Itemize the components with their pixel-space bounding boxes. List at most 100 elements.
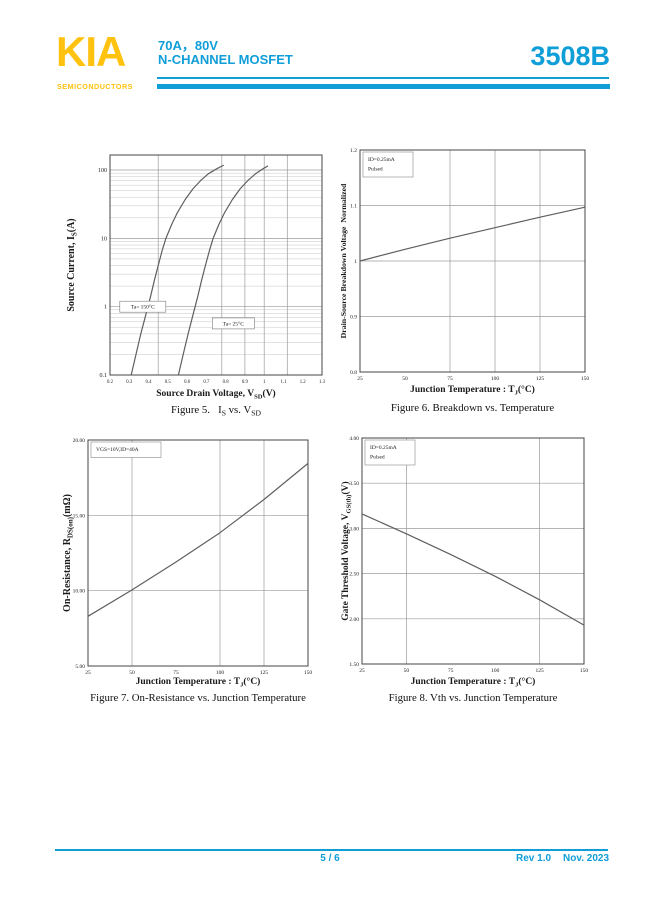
x-tick-label: 0.2 bbox=[107, 380, 114, 385]
curve-label-box bbox=[212, 317, 255, 330]
fig5-plot: Ta= 150°C Ta= 25°C 0.2 0.3 0.4 0.5 0.6 0.7 0.8 0.… bbox=[66, 154, 326, 418]
y-tick-label: 100 bbox=[98, 168, 107, 174]
x-tick-label: 150 bbox=[304, 670, 313, 676]
x-tick-label: 75 bbox=[447, 376, 453, 382]
fig5-series-0 bbox=[130, 164, 224, 376]
x-tick-label: 0.4 bbox=[146, 380, 153, 385]
fig7-caption: Figure 7. On-Resistance vs. Junction Tem… bbox=[90, 692, 306, 704]
fig6-caption: Figure 6. Breakdown vs. Temperature bbox=[391, 402, 555, 414]
x-tick-label: 125 bbox=[535, 668, 544, 674]
revision-info: Rev 1.0 Nov. 2023 bbox=[400, 853, 609, 864]
header-rule-thick bbox=[157, 84, 610, 89]
fig8-series-0 bbox=[361, 513, 585, 626]
fig5-xlabel: Source Drain Voltage, VSD(V) bbox=[156, 388, 275, 400]
plot-frame bbox=[361, 437, 585, 665]
y-tick-label: 5.00 bbox=[75, 664, 85, 670]
x-tick-label: 75 bbox=[173, 670, 179, 676]
x-tick-label: 150 bbox=[581, 376, 590, 382]
fig8-xlabel: Junction Temperature : TJ(°C) bbox=[411, 676, 536, 688]
y-tick-label: 1.1 bbox=[350, 204, 357, 210]
x-tick-label: 125 bbox=[260, 670, 269, 676]
x-tick-label: 50 bbox=[402, 376, 408, 382]
x-tick-label: 1.3 bbox=[319, 380, 326, 385]
footer-rule bbox=[55, 849, 608, 851]
x-tick-label: 100 bbox=[216, 670, 225, 676]
fig6-series-0 bbox=[359, 206, 586, 262]
x-tick-label: 0.9 bbox=[242, 380, 249, 385]
plot-frame bbox=[87, 439, 309, 667]
revision-label: Rev 1.0 bbox=[516, 853, 552, 864]
fig7-ylabel: On-Resistance, RDS(on)(mΩ) bbox=[62, 494, 75, 612]
fig6-xlabel: Junction Temperature : TJ(°C) bbox=[410, 384, 535, 396]
x-tick-label: 100 bbox=[491, 668, 500, 674]
fig8-ylabel: Gate Threshold Voltage, VGS(th)(V) bbox=[340, 481, 352, 620]
part-number: 3508B bbox=[530, 41, 610, 71]
x-tick-label: 75 bbox=[448, 668, 454, 674]
revision-date: Nov. 2023 bbox=[563, 853, 609, 864]
fig8-caption: Figure 8. Vth vs. Junction Temperature bbox=[389, 692, 558, 704]
device-rating: 70A，80V bbox=[158, 38, 218, 53]
x-tick-label: 0.5 bbox=[165, 380, 172, 385]
fig7-series-0 bbox=[87, 462, 309, 617]
legend-box bbox=[90, 441, 162, 458]
y-tick-label: 1.50 bbox=[349, 662, 359, 668]
page-number: 5 / 6 bbox=[320, 853, 340, 864]
x-tick-label: 1.1 bbox=[281, 380, 288, 385]
fig6-ylabel: Drain-Source Breakdown Voltage Normalize… bbox=[339, 183, 348, 338]
legend-box bbox=[364, 439, 416, 466]
x-tick-label: 25 bbox=[359, 668, 365, 674]
y-tick-label: 1 bbox=[104, 305, 107, 311]
y-tick-label: 1.2 bbox=[350, 148, 357, 154]
fig5-caption: Figure 5. IS vs. VSD bbox=[171, 404, 261, 418]
x-tick-label: 125 bbox=[536, 376, 545, 382]
y-tick-label: 4.00 bbox=[349, 436, 359, 442]
device-type: N-CHANNEL MOSFET bbox=[158, 52, 293, 67]
x-tick-label: 150 bbox=[580, 668, 589, 674]
figure-5-is-vs-vsd-chart: Ta= 150°C Ta= 25°C 0.2 0.3 0.4 0.5 0.6 0.7 0.8 0.… bbox=[58, 130, 343, 426]
x-tick-label: 50 bbox=[404, 668, 410, 674]
header-rule-thin bbox=[157, 77, 609, 79]
y-tick-label: 3.00 bbox=[349, 526, 359, 532]
y-tick-label: 2.50 bbox=[349, 572, 359, 578]
y-tick-label: 0.8 bbox=[350, 370, 357, 376]
figure-7-on-resistance-vs-junction-temperature-chart: VGS=10V,ID=40A 25 50 75 100 125 150 5.00 10.00 15… bbox=[58, 428, 343, 720]
plot-frame bbox=[109, 154, 323, 376]
y-tick-label: 15.00 bbox=[73, 513, 86, 519]
curve-label-box bbox=[119, 300, 167, 313]
y-tick-label: 3.50 bbox=[349, 481, 359, 487]
x-tick-label: 25 bbox=[85, 670, 91, 676]
y-tick-label: 1 bbox=[354, 259, 357, 265]
curve-label: Ta= 150°C bbox=[131, 304, 155, 311]
y-tick-label: 10 bbox=[101, 236, 107, 242]
kia-logo: KIA bbox=[56, 28, 126, 75]
legend-line: Pulsed bbox=[368, 167, 383, 173]
x-tick-label: 1 bbox=[263, 380, 266, 385]
x-tick-label: 0.8 bbox=[223, 380, 230, 385]
fig5-ylabel: Source Current, IS(A) bbox=[66, 218, 79, 311]
legend-line: Pulsed bbox=[370, 455, 385, 461]
legend-line: ID=0.25mA bbox=[368, 157, 395, 163]
y-tick-label: 0.9 bbox=[350, 315, 357, 321]
figure-8-vth-vs-junction-temperature-chart: ID=0.25mA Pulsed 25 50 75 100 125 150 1.50 2.00 2.… bbox=[336, 428, 621, 720]
legend-line: VGS=10V,ID=40A bbox=[96, 447, 139, 453]
y-tick-label: 2.00 bbox=[349, 617, 359, 623]
curve-label: Ta= 25°C bbox=[223, 320, 245, 327]
legend-box bbox=[362, 151, 414, 178]
x-tick-label: 100 bbox=[491, 376, 500, 382]
x-tick-label: 0.6 bbox=[184, 380, 191, 385]
fig8-plot: ID=0.25mA Pulsed 25 50 75 100 125 150 1.50 2.00 2.… bbox=[340, 436, 589, 704]
logo-subtitle: SEMICONDUCTORS bbox=[57, 82, 133, 91]
legend-line: ID=0.25mA bbox=[370, 445, 397, 451]
x-tick-label: 0.7 bbox=[203, 380, 210, 385]
y-tick-label: 10.00 bbox=[73, 589, 86, 595]
figure-6-breakdown-vs-temperature-chart: ID=0.25mA Pulsed 25 50 75 100 125 150 0.8 0.9 1 1.1… bbox=[338, 128, 640, 426]
fig6-plot: ID=0.25mA Pulsed 25 50 75 100 125 150 0.8 0.9 1 1.1… bbox=[339, 148, 590, 414]
fig5-series-1 bbox=[177, 165, 269, 376]
y-tick-label: 0.1 bbox=[100, 373, 108, 379]
y-tick-label: 20.00 bbox=[73, 438, 86, 444]
fig7-xlabel: Junction Temperature : TJ(°C) bbox=[136, 676, 261, 688]
fig7-plot: VGS=10V,ID=40A 25 50 75 100 125 150 5.00 10.00 15… bbox=[62, 438, 313, 704]
x-tick-label: 25 bbox=[357, 376, 363, 382]
x-tick-label: 50 bbox=[129, 670, 135, 676]
x-tick-label: 0.3 bbox=[126, 380, 133, 385]
